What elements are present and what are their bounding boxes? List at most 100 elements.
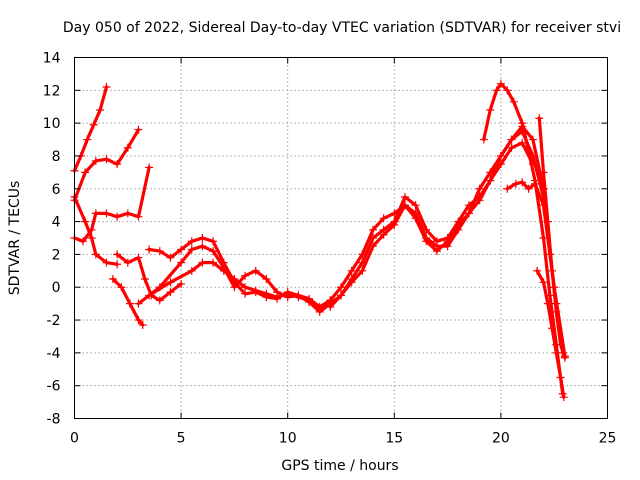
data-point: [113, 250, 122, 259]
data-point: [145, 245, 154, 254]
data-point: [166, 278, 175, 287]
data-point: [102, 258, 111, 267]
data-point: [556, 373, 565, 382]
y-tick-label: -6: [47, 379, 61, 395]
data-point: [166, 253, 175, 262]
data-point: [273, 293, 282, 302]
plot-frame: [74, 57, 608, 419]
data-point: [507, 143, 516, 152]
data-point: [294, 293, 303, 302]
data-point: [283, 289, 292, 298]
data-point: [518, 178, 527, 187]
data-point: [535, 114, 544, 123]
data-point: [198, 258, 207, 267]
data-point: [411, 214, 420, 223]
data-point: [125, 299, 134, 308]
data-point: [539, 168, 548, 177]
data-point: [337, 291, 345, 300]
series-arc-15: [535, 114, 569, 362]
series-arc-5: [113, 250, 186, 305]
data-point: [486, 106, 495, 115]
data-point: [503, 184, 512, 193]
data-point: [454, 220, 463, 229]
series-line: [339, 141, 535, 297]
data-point: [496, 160, 505, 169]
data-point: [155, 296, 164, 305]
data-point: [230, 275, 239, 284]
data-point: [79, 237, 88, 246]
data-point: [379, 230, 388, 239]
data-point: [475, 184, 484, 193]
data-point: [219, 266, 228, 275]
data-point: [543, 299, 552, 308]
data-point: [432, 237, 441, 246]
data-point: [511, 179, 520, 188]
data-point: [560, 353, 569, 362]
data-point: [559, 393, 568, 402]
data-point: [556, 340, 565, 349]
data-point: [209, 247, 218, 256]
chart-title: Day 050 of 2022, Sidereal Day-to-day VTE…: [63, 20, 621, 36]
data-point: [422, 225, 431, 234]
data-point: [251, 266, 260, 275]
data-point: [507, 135, 516, 144]
data-point: [187, 237, 196, 246]
data-point: [347, 278, 356, 287]
data-point: [400, 192, 409, 201]
series-arc-11: [326, 122, 548, 311]
data-point: [548, 266, 557, 275]
series-arc-4: [70, 163, 154, 246]
data-point: [177, 245, 186, 254]
data-point: [262, 275, 271, 284]
series-arc-13: [479, 79, 567, 398]
data-point: [475, 196, 484, 205]
x-axis-label: GPS time / hours: [281, 458, 398, 474]
y-tick-label: 0: [52, 280, 61, 296]
x-tick-label: 0: [70, 431, 79, 447]
series-arc-9: [145, 258, 345, 313]
data-point: [166, 288, 175, 297]
data-point: [464, 201, 473, 210]
y-tick-label: -4: [47, 346, 61, 362]
data-point: [422, 237, 431, 246]
data-point: [81, 168, 90, 177]
series-line: [115, 252, 183, 302]
x-tick-label: 15: [385, 431, 403, 447]
data-point: [368, 234, 377, 242]
series-arc-12: [337, 138, 537, 300]
series-line: [328, 124, 546, 309]
data-point: [138, 320, 147, 329]
data-point: [503, 86, 512, 95]
x-tick-label: 10: [279, 431, 297, 447]
data-point: [113, 160, 122, 169]
data-point: [400, 201, 409, 210]
data-point: [177, 258, 186, 267]
data-point: [108, 275, 117, 284]
data-point: [134, 253, 143, 262]
y-tick-label: 8: [52, 149, 61, 165]
data-point: [187, 245, 196, 254]
data-point: [518, 119, 527, 128]
data-point: [533, 266, 542, 275]
data-point: [113, 212, 122, 221]
data-point: [552, 307, 561, 316]
data-point: [528, 135, 537, 144]
data-point: [123, 258, 132, 267]
data-point: [411, 201, 420, 210]
data-point: [87, 234, 96, 242]
data-point: [177, 279, 186, 288]
data-point: [368, 242, 377, 251]
series-arc-3: [70, 192, 122, 269]
data-point: [524, 184, 533, 193]
x-tick-label: 5: [177, 431, 186, 447]
data-point: [390, 220, 399, 229]
data-point: [518, 138, 527, 147]
y-tick-label: 12: [43, 83, 61, 99]
series-layer: [70, 79, 569, 402]
data-point: [326, 302, 335, 311]
data-point: [432, 247, 441, 256]
y-tick-label: 2: [52, 247, 61, 263]
data-point: [443, 237, 452, 246]
data-point: [524, 147, 533, 156]
